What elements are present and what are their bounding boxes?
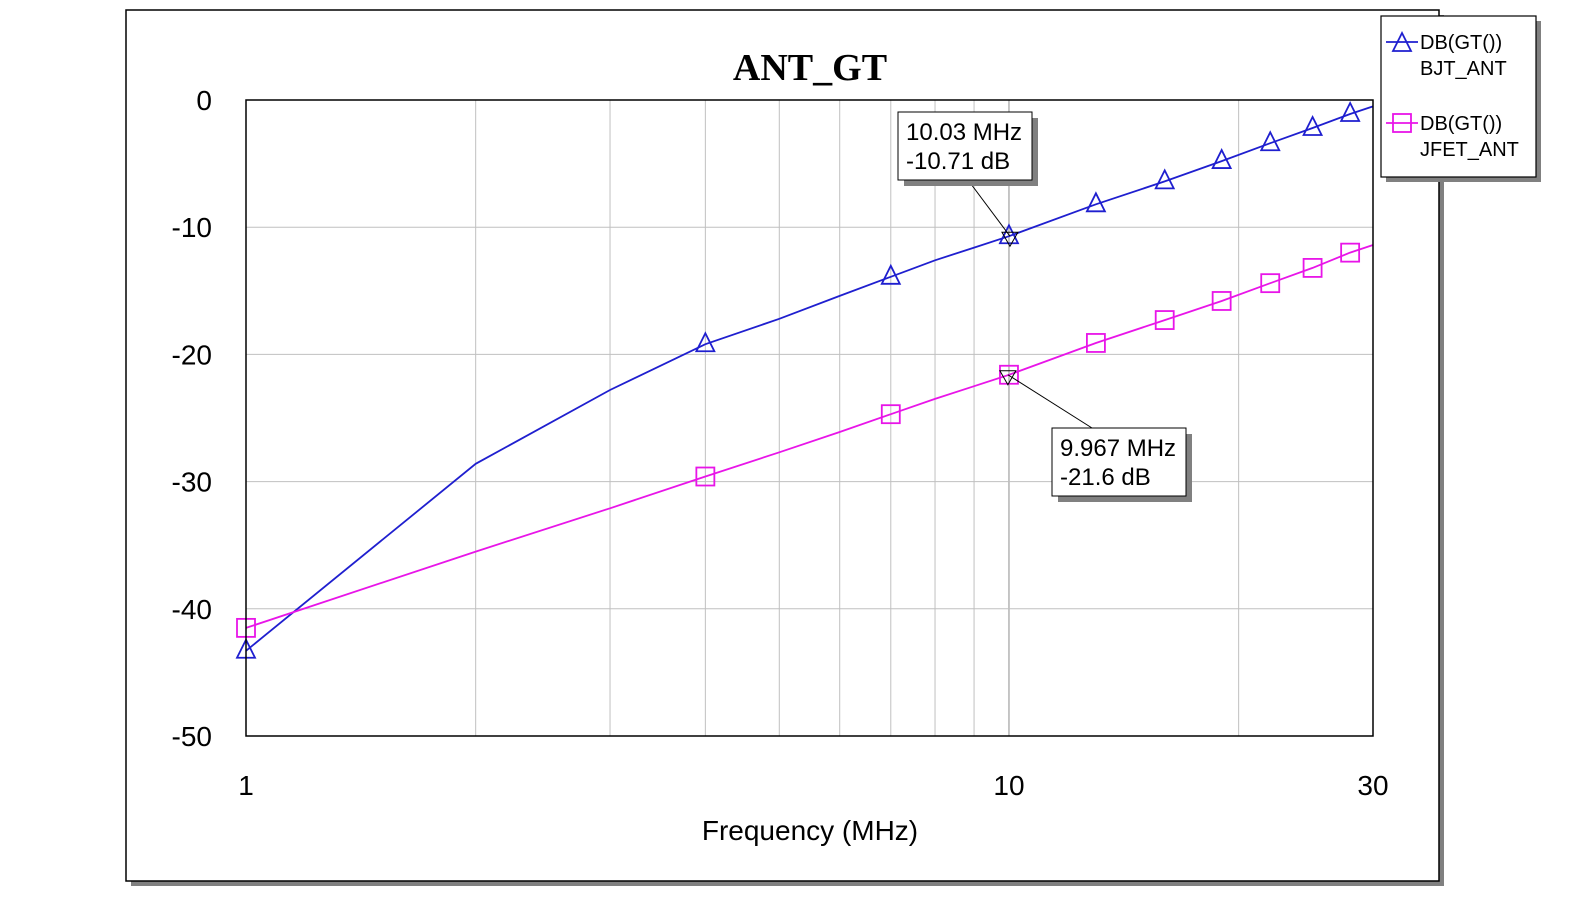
callout-point: [999, 370, 1017, 386]
x-axis-label: Frequency (MHz): [702, 815, 918, 846]
square-marker: [1086, 333, 1106, 353]
chart-title: ANT_GT: [733, 47, 887, 89]
square-marker: [1340, 242, 1361, 263]
legend-series-name: DB(GT()): [1420, 113, 1502, 135]
triangle-marker: [1211, 148, 1233, 169]
callout-leader: [1007, 374, 1093, 429]
y-tick-label: -20: [172, 339, 212, 370]
square-marker: [880, 404, 901, 425]
callout-value: -10.71 dB: [906, 148, 1010, 175]
square-marker: [1211, 291, 1232, 311]
callout-frequency: 10.03 MHz: [906, 119, 1022, 146]
triangle-marker: [1154, 168, 1176, 190]
series-line: [245, 244, 1374, 629]
triangle-marker: [998, 223, 1020, 245]
legend-series-source: BJT_ANT: [1420, 58, 1507, 80]
series-line: [245, 105, 1374, 652]
triangle-marker: [880, 263, 902, 285]
square-marker: [1302, 258, 1323, 278]
square-marker: [695, 466, 716, 487]
triangle-marker: [1391, 30, 1413, 52]
callout-1: 10.03 MHz-10.71 dB: [897, 111, 1038, 248]
callout-point: [1001, 231, 1019, 248]
square-marker: [1154, 310, 1175, 330]
triangle-marker: [1339, 100, 1361, 122]
callout-value: -21.6 dB: [1060, 464, 1151, 491]
square-marker: [1260, 273, 1281, 294]
y-tick-label: -10: [172, 212, 212, 243]
callout-2: 9.967 MHz-21.6 dB: [999, 370, 1192, 502]
legend-items: DB(GT()) BJT_ANT DB(GT()) JFET_ANT: [1386, 30, 1519, 161]
legend-series-source: JFET_ANT: [1420, 139, 1519, 161]
marker-layer: 10.03 MHz-10.71 dB 9.967 MHz-21.6 dB: [897, 111, 1192, 502]
plot-area: [246, 100, 1373, 736]
y-tick-label: -40: [172, 594, 212, 625]
legend: DB(GT()) BJT_ANT DB(GT()) JFET_ANT: [1380, 15, 1541, 182]
callout-leader: [967, 179, 1011, 237]
y-tick-label: -30: [172, 467, 212, 498]
square-marker: [1392, 113, 1412, 133]
callout-box: [897, 111, 1033, 181]
series-2: [236, 242, 1374, 638]
x-tick-label: 10: [993, 770, 1024, 801]
triangle-marker: [1259, 130, 1281, 152]
callout-box: [1051, 427, 1187, 497]
y-tick-label: 0: [196, 85, 212, 116]
legend-series-name: DB(GT()): [1420, 32, 1502, 54]
triangle-marker: [694, 331, 716, 353]
plot-border: [245, 99, 1374, 737]
y-tick-label: -50: [172, 721, 212, 752]
triangle-marker: [1302, 114, 1324, 136]
callout-frequency: 9.967 MHz: [1060, 435, 1176, 462]
x-tick-label: 1: [238, 770, 254, 801]
triangle-marker: [1085, 191, 1107, 213]
x-tick-label: 30: [1357, 770, 1388, 801]
tick-labels: 0 -10 -20 -30 -40 -50 1 10 30: [172, 85, 1389, 801]
